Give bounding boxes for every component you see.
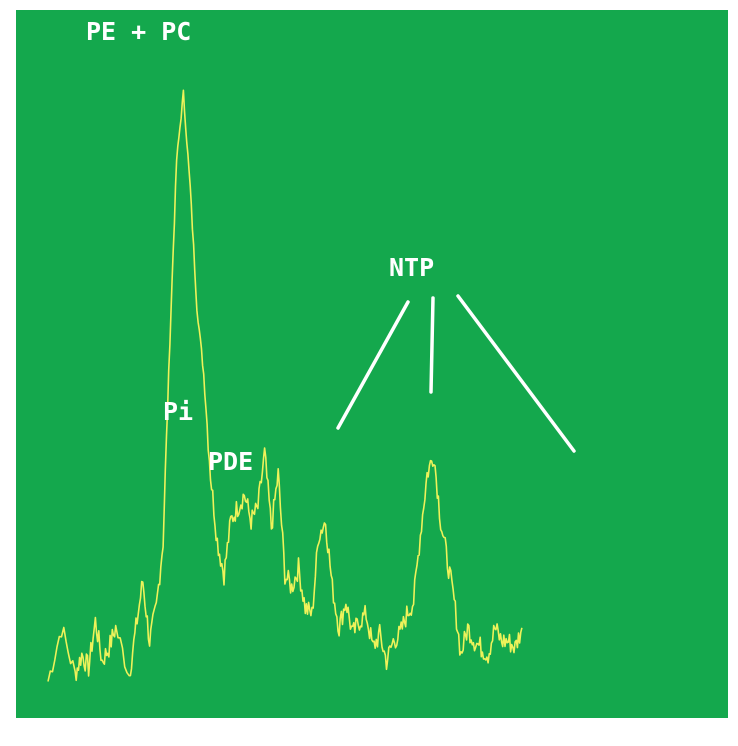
ntp-pointer-lines: [336, 294, 576, 453]
label-pi: Pi: [163, 397, 193, 426]
ntp-pointer-line-left: [336, 300, 410, 430]
label-pde: PDE: [208, 447, 253, 476]
spectrum-trace: [47, 89, 523, 682]
ntp-pointer-line-right: [456, 294, 576, 453]
label-ntp: NTP: [389, 253, 434, 282]
label-pe-pc: PE + PC: [86, 17, 191, 46]
ntp-pointer-line-middle: [429, 296, 435, 394]
